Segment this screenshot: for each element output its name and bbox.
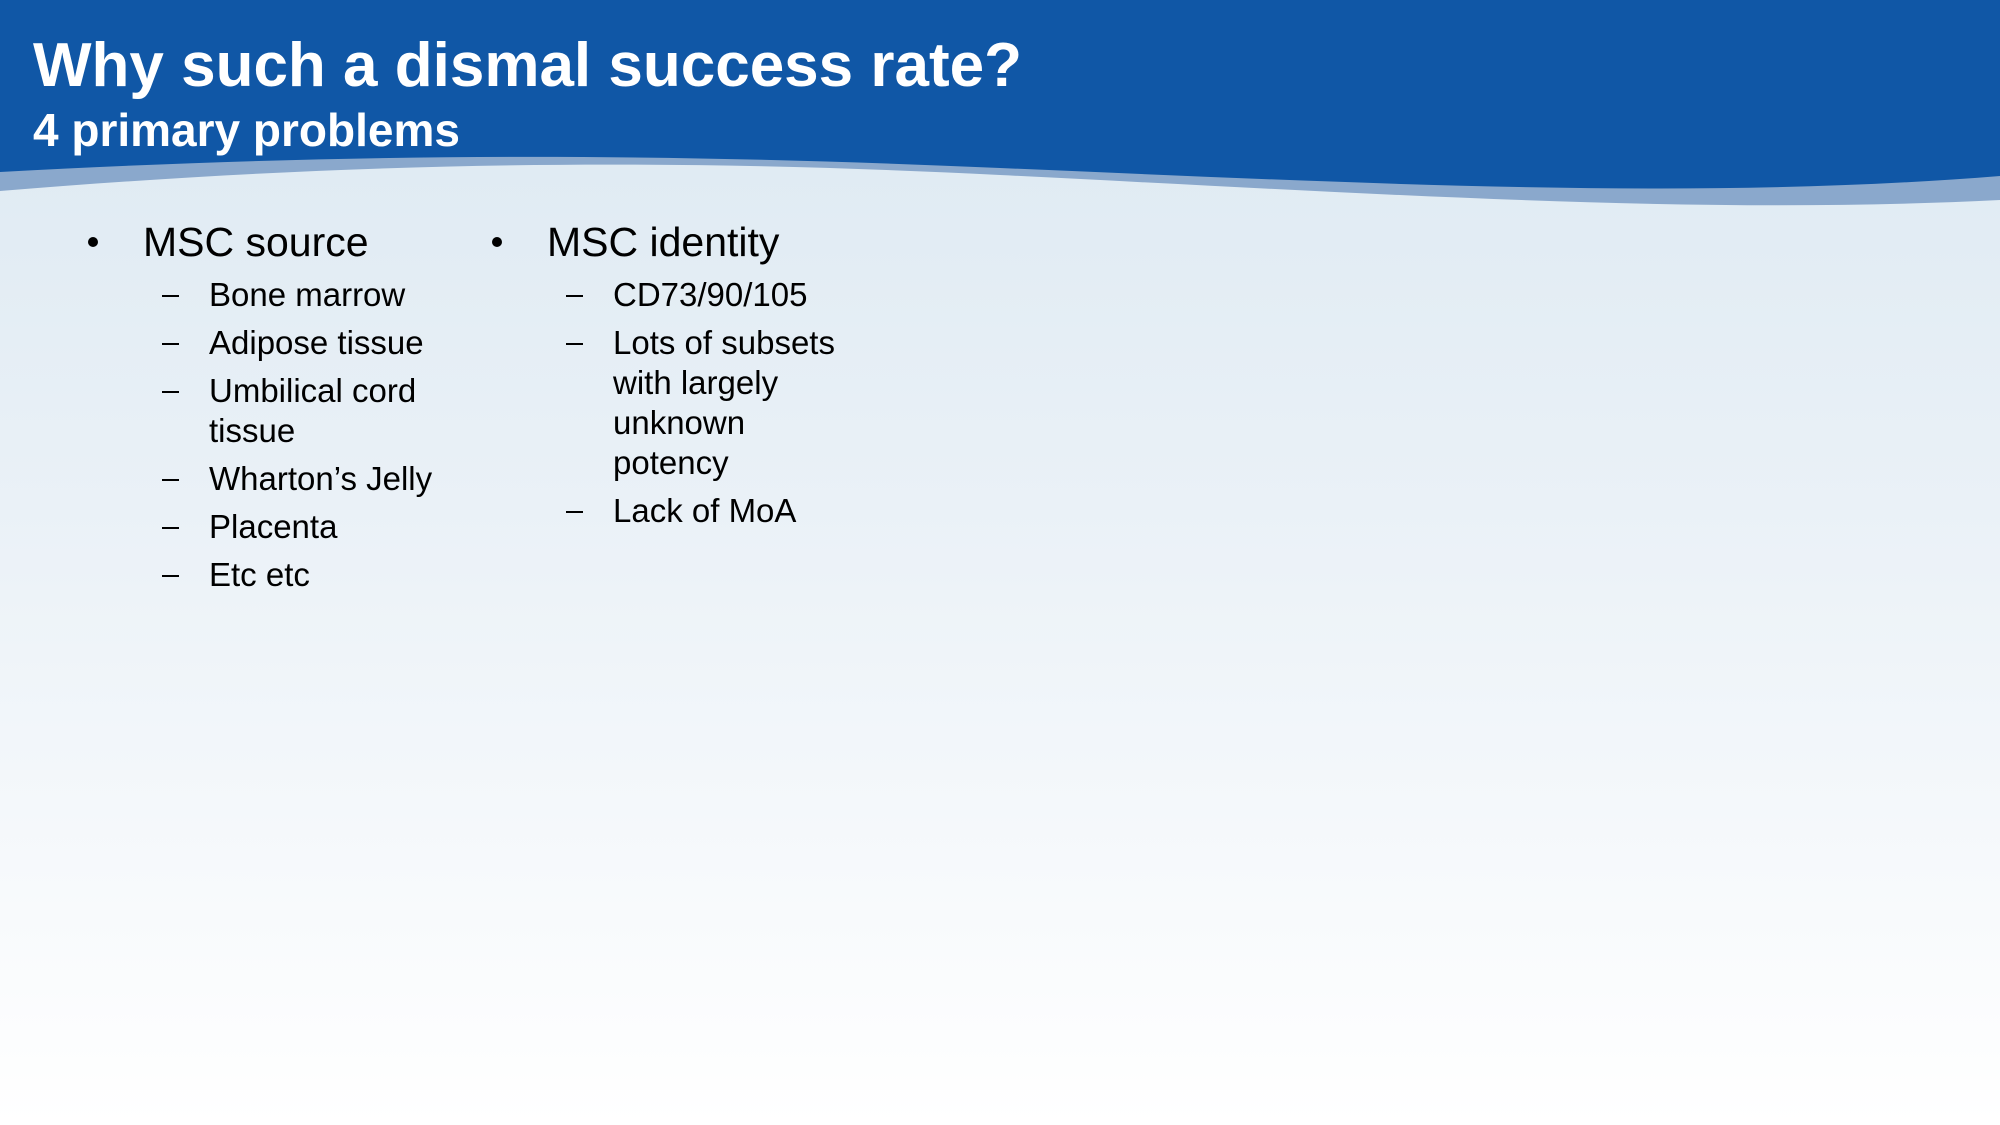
sub-item: Etc etc (162, 555, 483, 595)
column: MSC identity CD73/90/105 Lots of subsets w… (492, 217, 867, 539)
sub-item: CD73/90/105 (566, 275, 867, 315)
sub-item: Wharton’s Jelly (162, 459, 483, 499)
sub-item: Placenta (162, 507, 483, 547)
subtitle: 4 primary problems (33, 104, 460, 156)
title: Why such a dismal success rate? (33, 31, 1022, 100)
sub-item: Lack of MoA (566, 491, 867, 531)
sub-item: Umbilical cord tissue (162, 371, 483, 451)
sub-item: Bone marrow (162, 275, 483, 315)
header-band (0, 0, 2000, 206)
bullet-heading: MSC source (88, 217, 483, 267)
sub-list: CD73/90/105 Lots of subsets with largely … (566, 275, 867, 531)
column: MSC source Bone marrow Adipose tissue Umbil… (88, 217, 483, 603)
sub-item: Lots of subsets with largely unknown pot… (566, 323, 867, 483)
sub-item: Adipose tissue (162, 323, 483, 363)
bullet-heading: MSC identity (492, 217, 867, 267)
header-fill (0, 0, 2000, 189)
sub-list: Bone marrow Adipose tissue Umbilical cord … (162, 275, 483, 595)
